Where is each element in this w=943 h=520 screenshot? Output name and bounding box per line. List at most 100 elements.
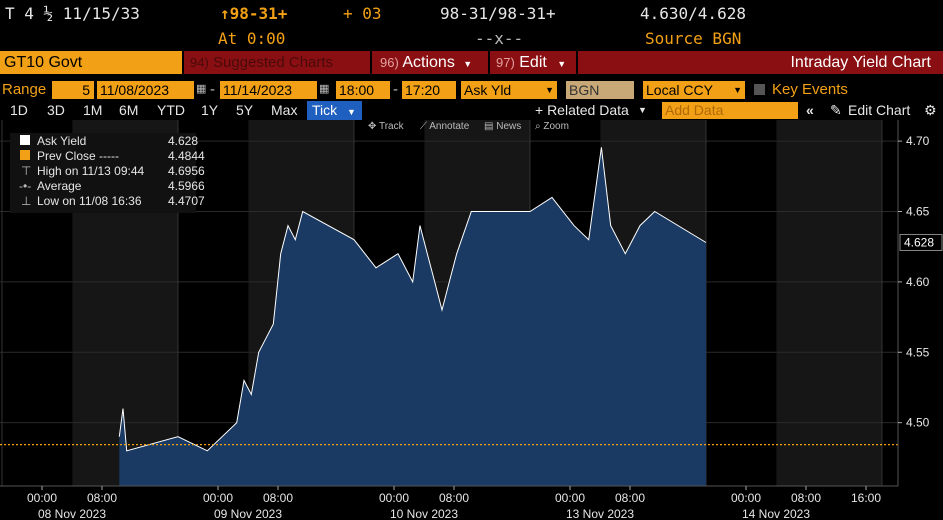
suggested-num: 94) [190,55,209,70]
field-select-value: Ask Yld [464,82,512,98]
dropdown-arrow-icon: ▼ [733,85,742,95]
gear-icon[interactable]: ⚙ [924,102,937,118]
key-events-label: Key Events [772,81,848,98]
as-of-time: At 0:00 [218,29,286,48]
end-date-field[interactable]: 11/14/2023 [220,81,317,99]
last-value-label: 4.628 [904,235,934,249]
date-label: 10 Nov 2023 [390,507,458,520]
x-marker: --x-- [475,29,524,48]
yield-chart[interactable]: 4.70 4.65 4.60 4.55 4.50 00:00 08:00 00:00 08:0… [0,120,943,520]
actions-menu[interactable]: 96) Actions ▼ [372,51,488,74]
tick-dropdown[interactable]: Tick ▼ [307,101,362,120]
period-3d[interactable]: 3D [47,102,65,118]
period-max[interactable]: Max [271,102,298,118]
x-tick-label: 08:00 [263,491,293,505]
dropdown-arrow-icon: ▼ [545,85,554,95]
security-name: T 4 ½ 11/15/33 [5,4,140,23]
chart-legend: Ask Yield 4.628 Prev Close ----- 4.4844 … [10,133,205,213]
x-tick-label: 00:00 [379,491,409,505]
x-tick-label: 00:00 [731,491,761,505]
yield-line [118,147,707,452]
dropdown-arrow-icon: ▼ [347,107,356,117]
end-time-field[interactable]: 17:20 [402,81,456,99]
start-time-field[interactable]: 18:00 [336,81,390,99]
y-tick-label: 4.70 [906,134,930,148]
chart-title: Intraday Yield Chart [578,51,943,74]
last-value-tag: 4.628 [899,233,943,251]
edit-menu[interactable]: 97) Edit ▼ [490,51,576,74]
news-tool[interactable]: ▤ News [484,121,522,132]
tick-label: Tick [312,102,338,118]
title-bar: GT10 Govt 94) Suggested Charts 96) Actio… [0,51,943,74]
dropdown-arrow-icon[interactable]: ▼ [638,105,647,115]
track-tool[interactable]: ✥ Track [368,121,404,132]
x-tick-label: 08:00 [87,491,117,505]
collapse-icon[interactable]: « [806,102,814,118]
edit-num: 97) [496,55,515,70]
edit-label: Edit [519,54,547,71]
start-date-field[interactable]: 11/08/2023 [97,81,194,99]
y-tick-label: 4.60 [906,275,930,289]
annotate-icon: ⟋ [420,121,430,132]
source-field[interactable]: BGN [566,81,634,99]
x-tick-label: 00:00 [27,491,57,505]
x-tick-label: 00:00 [555,491,585,505]
x-tick-label: 16:00 [851,491,881,505]
bid-ask-price: 98-31/98-31+ [440,4,556,23]
period-row: 1D 3D 1M 6M YTD 1Y 5Y Max Tick ▼ + Relat… [0,101,943,120]
zoom-icon: ⌕ [535,121,544,132]
high-marker-icon: ⊤ [21,164,32,178]
period-5y[interactable]: 5Y [236,102,254,118]
date-label: 08 Nov 2023 [38,507,106,520]
actions-num: 96) [380,55,399,70]
x-tick-label: 08:00 [791,491,821,505]
currency-select-value: Local CCY [646,82,713,98]
yield-area [119,147,707,487]
bid-ask-yield: 4.630/4.628 [640,4,746,23]
suggested-label: Suggested Charts [212,54,334,71]
period-ytd[interactable]: YTD [157,102,185,118]
last-value-box [899,233,943,251]
y-tick-label: 4.55 [906,345,930,359]
x-tick-label: 00:00 [203,491,233,505]
actions-label: Actions [402,54,455,71]
edit-chart-button[interactable]: Edit Chart [848,102,911,118]
currency-select[interactable]: Local CCY ▼ [643,81,745,99]
period-1d[interactable]: 1D [10,102,28,118]
price-change: + 03 [343,4,382,23]
key-events-checkbox[interactable] [754,84,765,95]
average-marker-icon: -•- [19,179,32,193]
pricing-source: Source BGN [645,29,742,48]
zoom-tool[interactable]: ⌕ Zoom [535,121,569,132]
session-band [776,120,882,486]
date-label: 09 Nov 2023 [214,507,282,520]
track-icon: ✥ [368,121,379,132]
related-data-button[interactable]: + Related Data [535,102,629,118]
white-square-icon [20,135,30,145]
dropdown-arrow-icon: ▼ [557,59,567,69]
y-tick-label: 4.65 [906,205,930,219]
calendar-icon[interactable]: ▦ [196,83,207,95]
annotate-tool[interactable]: ⟋ Annotate [420,121,470,132]
y-axis: 4.70 4.65 4.60 4.55 4.50 [897,120,930,486]
period-6m[interactable]: 6M [119,102,139,118]
pencil-icon[interactable]: ✎ [830,102,842,118]
period-1m[interactable]: 1M [83,102,103,118]
suggested-charts-button[interactable]: 94) Suggested Charts [184,51,370,74]
y-tick-label: 4.50 [906,416,930,430]
x-axis: 00:00 08:00 00:00 08:00 00:00 08:00 00:00 08:00… [0,485,898,520]
date-label: 13 Nov 2023 [566,507,634,520]
range-row: Range 5 11/08/2023 ▦ - 11/14/2023 ▦ 18:0… [2,81,848,99]
last-price: ↑98-31+ [220,4,288,23]
x-tick-label: 08:00 [439,491,469,505]
period-1y[interactable]: 1Y [201,102,219,118]
interval-field[interactable]: 5 [52,81,94,99]
orange-square-icon [20,150,30,160]
x-tick-label: 08:00 [615,491,645,505]
calendar-icon[interactable]: ▦ [319,83,330,95]
news-icon: ▤ [484,121,497,132]
ticker-field[interactable]: GT10 Govt [0,51,182,74]
range-label: Range [2,81,47,98]
field-select[interactable]: Ask Yld ▼ [461,81,557,99]
add-data-input[interactable]: Add Data [662,102,798,119]
